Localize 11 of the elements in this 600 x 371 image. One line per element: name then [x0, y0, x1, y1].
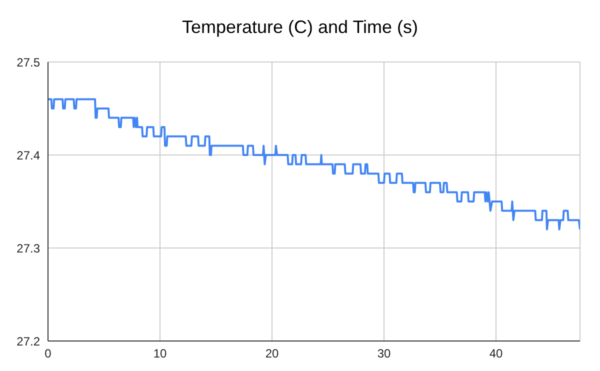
line-series	[48, 98, 580, 230]
y-tick-label: 27.3	[16, 241, 40, 256]
x-tick-label: 40	[489, 346, 503, 361]
y-tick-label: 27.2	[16, 334, 40, 348]
x-tick-label: 20	[265, 346, 279, 361]
x-tick-label: 30	[377, 346, 391, 361]
x-tick-label: 10	[153, 346, 167, 361]
x-tick-label: 0	[44, 346, 52, 361]
chart-title: Temperature (C) and Time (s)	[180, 16, 420, 39]
y-tick-label: 27.5	[16, 55, 40, 70]
y-tick-label: 27.4	[16, 148, 40, 162]
